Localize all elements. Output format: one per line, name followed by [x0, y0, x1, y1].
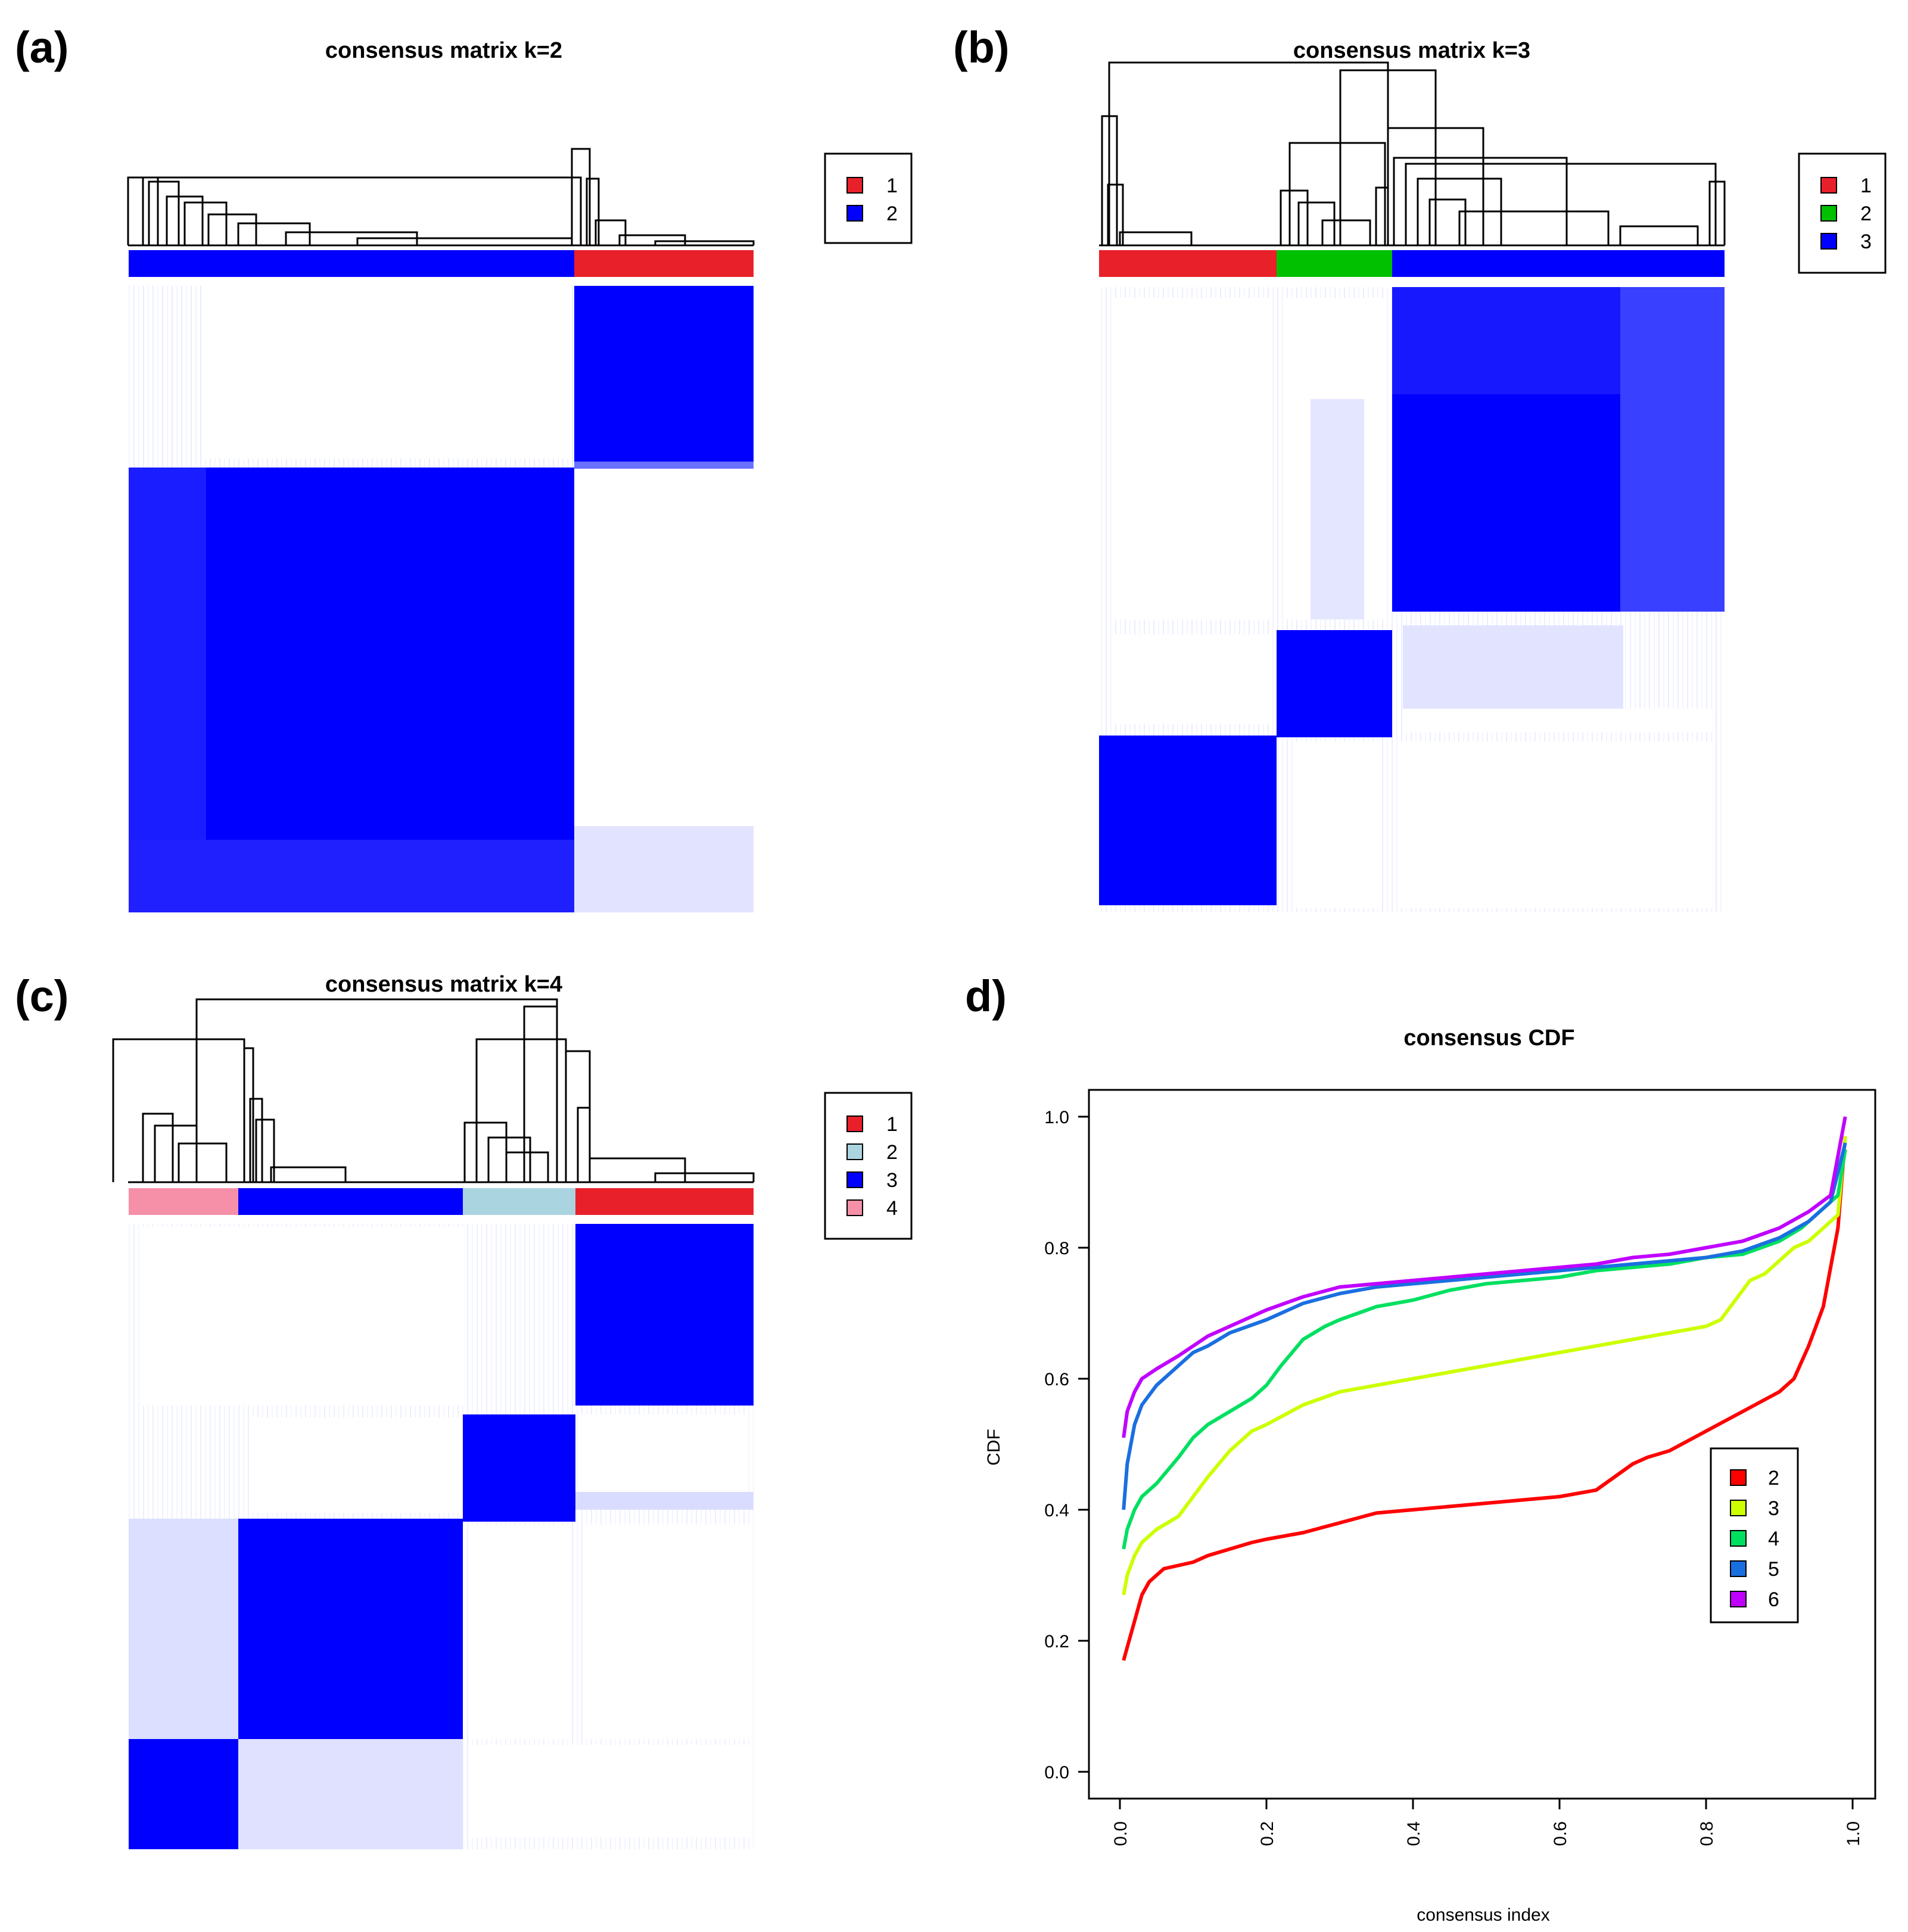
- heatmap-k3-legend-swatch-3: [1820, 233, 1837, 250]
- cdf-legend-label-4: 4: [1768, 1528, 1779, 1550]
- heatmap-k2-dendrogram: [127, 148, 755, 247]
- heatmap-k3-legend-label-2: 2: [1860, 202, 1872, 225]
- heatmap-k3-bar-cluster-1: [1099, 250, 1277, 277]
- cdf-y-tick-label-2: 0.4: [1044, 1501, 1069, 1520]
- panel-label-c: (c): [15, 971, 69, 1021]
- heatmap-k4-legend-swatch-4: [846, 1199, 863, 1216]
- heatmap-k2: consensus matrix k=2: [127, 38, 913, 912]
- heatmap-k4-block-cluster-4: [129, 1739, 238, 1849]
- heatmap-k4-title: consensus matrix k=4: [325, 972, 562, 997]
- heatmap-k3-legend-label-3: 3: [1860, 230, 1872, 253]
- heatmap-k3-matrix: [1099, 287, 1725, 912]
- heatmap-k4-block-cluster-2: [463, 1414, 575, 1522]
- heatmap-k4-legend-label-2: 2: [886, 1141, 898, 1164]
- panel-label-b: (b): [953, 23, 1010, 72]
- heatmap-k2-title: consensus matrix k=2: [325, 38, 562, 63]
- heatmap-k2-cluster-bar: [129, 250, 754, 277]
- heatmap-k4-legend: 1 2 3 4: [824, 1092, 913, 1240]
- heatmap-k4-bar-cluster-1: [575, 1188, 754, 1215]
- heatmap-k3: consensus matrix k=3: [1099, 38, 1887, 912]
- heatmap-k3-block-cluster-1: [1099, 736, 1277, 905]
- cdf-x-tick-label-5: 1.0: [1844, 1821, 1863, 1846]
- heatmap-k3-legend: 1 2 3: [1798, 152, 1887, 274]
- heatmap-k2-bar-cluster-1: [574, 250, 754, 277]
- cdf-x-tick-label-3: 0.6: [1551, 1821, 1570, 1846]
- cdf-chart: consensus CDF 0.00.20.40.60.81.00.0 0.2 0.…: [984, 1026, 1876, 1925]
- heatmap-k3-bar-cluster-2: [1277, 250, 1392, 277]
- heatmap-k4-block-cluster-1: [575, 1224, 754, 1406]
- heatmap-k2-legend-label-2: 2: [886, 202, 898, 225]
- cdf-series-line-6: [1122, 1116, 1847, 1438]
- cdf-legend-swatch-2: [1730, 1469, 1747, 1486]
- heatmap-k4-legend-label-3: 3: [886, 1169, 898, 1192]
- panel-label-a: (a): [15, 23, 69, 72]
- cdf-y-tick-label-4: 0.8: [1044, 1239, 1069, 1258]
- cdf-legend-swatch-4: [1730, 1530, 1747, 1547]
- cdf-x-tick-label-2: 0.4: [1404, 1821, 1424, 1846]
- cdf-x-axis-title: consensus index: [1417, 1905, 1549, 1925]
- heatmap-k3-bar-cluster-3: [1392, 250, 1725, 277]
- cdf-x-tick-label-0: 0.0: [1111, 1821, 1131, 1846]
- cdf-legend-label-5: 5: [1768, 1558, 1779, 1581]
- cdf-y-tick-label-5: 1.0: [1044, 1108, 1069, 1127]
- cdf-legend: 2 3 4 5 6: [1710, 1447, 1799, 1623]
- heatmap-k4-legend-swatch-2: [846, 1143, 863, 1160]
- cdf-series-line-3: [1122, 1136, 1847, 1596]
- cdf-series-line-4: [1122, 1149, 1847, 1550]
- cdf-legend-swatch-6: [1730, 1591, 1747, 1607]
- heatmap-k4-legend-swatch-3: [846, 1171, 863, 1188]
- cdf-x-tick-label-4: 0.8: [1697, 1821, 1717, 1846]
- heatmap-k4-legend-label-1: 1: [886, 1113, 898, 1136]
- cdf-x-tick-label-1: 0.2: [1258, 1821, 1277, 1846]
- heatmap-k4-cluster-bar: [129, 1188, 754, 1215]
- cdf-y-tick-label-1: 0.2: [1044, 1632, 1069, 1651]
- heatmap-k2-legend-swatch-1: [846, 177, 863, 194]
- heatmap-k3-title: consensus matrix k=3: [1293, 38, 1530, 63]
- cdf-y-tick-label-3: 0.6: [1044, 1370, 1069, 1389]
- heatmap-k2-bar-cluster-2: [129, 250, 574, 277]
- heatmap-k3-dendrogram: [1099, 61, 1726, 247]
- cdf-series-line-2: [1122, 1136, 1847, 1661]
- panel-label-d: d): [965, 971, 1007, 1021]
- cdf-legend-label-2: 2: [1768, 1467, 1779, 1489]
- cdf-y-tick-label-0: 0.0: [1044, 1763, 1069, 1783]
- heatmap-k3-block-cluster-2: [1277, 630, 1392, 737]
- heatmap-k4-matrix: [129, 1224, 754, 1849]
- heatmap-k3-cluster-bar: [1099, 250, 1725, 277]
- heatmap-k4-legend-label-4: 4: [886, 1197, 898, 1220]
- cdf-series-line-5: [1122, 1142, 1847, 1510]
- heatmap-k4-legend-swatch-1: [846, 1115, 863, 1132]
- heatmap-k4-bar-cluster-2: [463, 1188, 575, 1215]
- heatmap-k2-legend-swatch-2: [846, 205, 863, 222]
- heatmap-k4-block-cluster-3: [238, 1519, 463, 1739]
- cdf-legend-swatch-5: [1730, 1560, 1747, 1577]
- heatmap-k2-matrix: [129, 286, 754, 912]
- cdf-chart-title: consensus CDF: [1403, 1026, 1574, 1051]
- cdf-plot-area: [1088, 1089, 1876, 1800]
- heatmap-k2-legend-label-1: 1: [886, 174, 898, 197]
- cdf-legend-label-6: 6: [1768, 1588, 1779, 1611]
- cdf-legend-label-3: 3: [1768, 1497, 1779, 1520]
- cdf-axes: 0.0 0.2 0.4 0.6 0.8 1.0 0.0 0.2 0.4 0.6 0.8 1.0: [1044, 1108, 1863, 1846]
- heatmap-k2-block-cluster-1: [574, 286, 754, 468]
- cdf-y-axis-title: CDF: [984, 1429, 1004, 1466]
- heatmap-k3-legend-swatch-1: [1820, 177, 1837, 194]
- heatmap-k4: consensus matrix k=4: [112, 972, 913, 1849]
- heatmap-k4-dendrogram: [112, 998, 755, 1183]
- heatmap-k3-legend-label-1: 1: [1860, 174, 1872, 197]
- heatmap-k2-legend: 1 2: [824, 152, 913, 244]
- heatmap-k4-bar-cluster-3: [238, 1188, 463, 1215]
- heatmap-k4-bar-cluster-4: [129, 1188, 238, 1215]
- heatmap-k3-legend-swatch-2: [1820, 205, 1837, 222]
- cdf-lines: [1122, 1116, 1847, 1661]
- cdf-legend-swatch-3: [1730, 1500, 1747, 1516]
